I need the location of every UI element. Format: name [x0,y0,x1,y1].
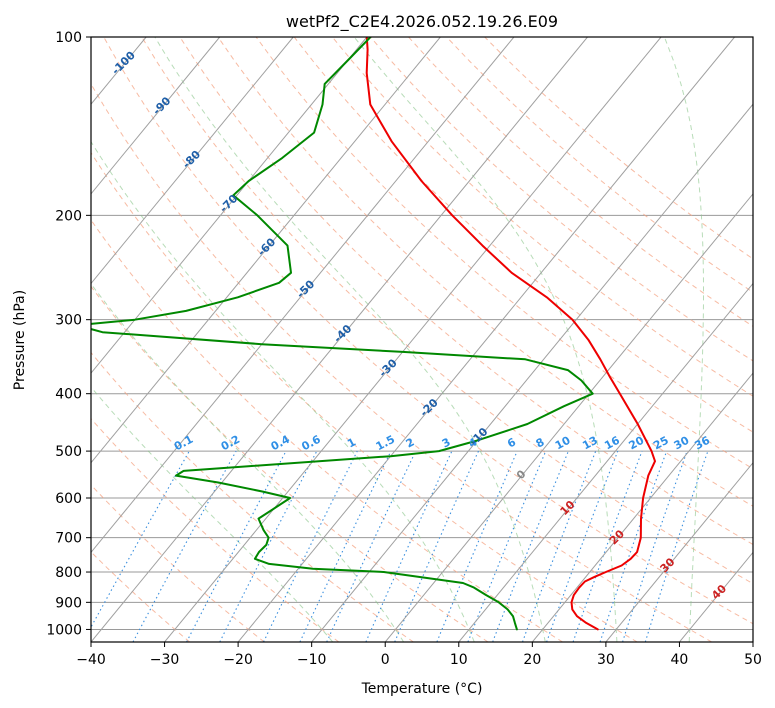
x-tick-label: 30 [597,652,615,668]
mixing-ratio-line [299,450,392,642]
dry-adiabat [408,37,753,327]
dry-adiabat [91,83,713,642]
isotherm-line [91,37,588,642]
dry-adiabat [91,151,638,642]
dry-adiabat [293,37,753,433]
y-tick-label: 100 [55,30,82,46]
dry-adiabat [103,37,753,625]
mixing-ratio-line [622,450,688,642]
chart-title: wetPf2_C2E4.2026.052.19.26.E09 [286,12,558,32]
moist-adiabats [91,37,704,642]
isotherm-line [531,372,753,642]
isotherm-line [311,103,753,642]
y-tick-label: 700 [55,531,82,547]
x-tick-label: −40 [76,652,106,668]
mixing-ratio-line [326,450,417,642]
x-tick-label: −30 [150,652,180,668]
moist-adiabat [154,37,546,642]
profile-lines [91,37,656,631]
y-tick-label: 500 [55,444,82,460]
dry-adiabat [91,285,489,642]
isotherm-line [237,37,735,642]
dry-adiabat [91,484,265,642]
y-axis-label: Pressure (hPa) [12,290,28,390]
isotherm-line [458,282,753,642]
dry-adiabat [91,351,414,642]
x-tick-label: 0 [381,652,390,668]
mixing-ratio-label: 36 [692,434,712,453]
mixing-ratio-label: 16 [602,434,622,453]
x-tick-label: −10 [297,652,327,668]
isotherm-line [91,37,294,285]
x-axis-label: Temperature (°C) [361,681,483,697]
moist-adiabat [663,37,704,642]
isotherm-line [164,37,662,642]
mixing-ratio-line [599,450,668,642]
y-tick-label: 300 [55,313,82,329]
x-tick-label: 50 [744,652,762,668]
y-tick-label: 800 [55,565,82,581]
isotherm-line [384,193,753,642]
y-tick-label: 400 [55,387,82,403]
x-tick-label: −20 [223,652,253,668]
x-axis-ticks: −40 −30 −20 −10 0 10 20 30 40 50 [76,642,762,668]
plot-frame [90,36,754,643]
temperature-line [365,37,656,631]
mixing-ratio-label: 20 [627,434,647,453]
x-tick-label: 10 [450,652,468,668]
x-tick-label: 40 [671,652,689,668]
y-tick-label: 900 [55,595,82,611]
dry-adiabat [217,37,753,507]
moist-adiabat [91,386,334,642]
isotherm-line [91,37,515,554]
dry-adiabat [91,551,191,642]
y-tick-label: 200 [55,208,82,224]
isotherm-line [91,37,221,195]
moist-adiabat [91,140,475,642]
y-axis-ticks: 100 200 300 400 500 600 700 800 900 1000 [46,30,91,638]
mixing-ratio-label: 30 [672,434,692,453]
isotherm-line [91,37,368,374]
mixing-ratio-label: 25 [651,434,671,453]
mixing-ratio-line [521,450,597,642]
y-tick-label: 600 [55,491,82,507]
mixing-ratio-label: 13 [580,434,600,453]
mixing-ratio-line [492,450,569,642]
plot-area: 0.1 0.2 0.4 0.6 1 1.5 2 3 4 6 8 10 13 16 20 25 30 36-100-… [91,37,753,642]
moist-adiabat [91,283,405,642]
y-tick-label: 1000 [46,622,82,638]
dry-adiabat [141,37,753,585]
moist-adiabat [353,37,618,642]
isotherm-line [605,461,753,642]
mixing-ratio-label: 10 [553,434,573,453]
dry-adiabat [91,219,563,642]
x-tick-label: 20 [523,652,541,668]
dewpoint-line [91,37,594,631]
mixing-ratio-line [263,450,358,642]
pressure-gridlines [91,37,753,630]
